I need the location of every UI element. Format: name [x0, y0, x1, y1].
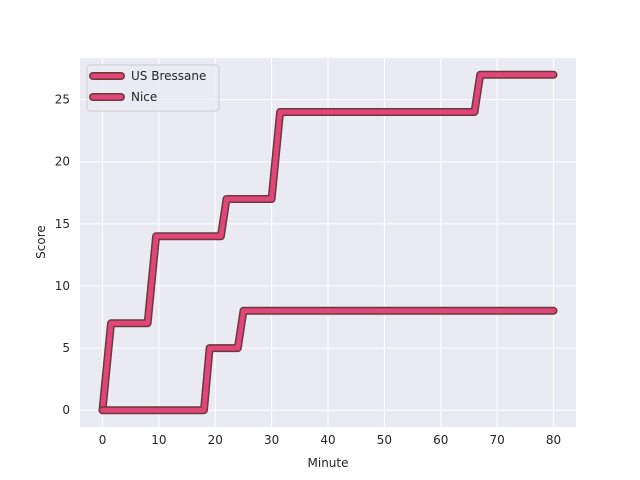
- x-tick-label: 80: [546, 433, 561, 447]
- x-axis-label: Minute: [308, 456, 349, 470]
- series-lines: [98, 70, 558, 415]
- legend-item-us-bressane: US Bressane: [89, 69, 206, 83]
- x-tick-label: 60: [433, 433, 448, 447]
- series-line-nice: [100, 308, 556, 413]
- legend-item-nice: Nice: [89, 90, 157, 104]
- legend-label-nice: Nice: [131, 90, 157, 104]
- y-tick-label: 25: [55, 93, 70, 107]
- series-line-us-bressane: [100, 72, 556, 413]
- legend: US Bressane Nice: [86, 64, 220, 112]
- tick-labels: 0 10 20 30 40 50 60 70 80 0 5 10 15 20 25: [55, 93, 561, 447]
- x-tick-label: 30: [264, 433, 279, 447]
- x-tick-label: 50: [377, 433, 392, 447]
- y-tick-label: 20: [55, 155, 70, 169]
- x-tick-label: 40: [320, 433, 335, 447]
- y-tick-label: 10: [55, 279, 70, 293]
- x-tick-label: 20: [208, 433, 223, 447]
- x-tick-label: 70: [489, 433, 504, 447]
- y-axis-label: Score: [34, 225, 48, 259]
- grid-lines: [80, 58, 576, 427]
- legend-label-us-bressane: US Bressane: [131, 69, 206, 83]
- x-tick-label: 10: [151, 433, 166, 447]
- y-tick-label: 15: [55, 217, 70, 231]
- x-tick-label: 0: [99, 433, 107, 447]
- y-tick-label: 0: [62, 403, 70, 417]
- y-tick-label: 5: [62, 341, 70, 355]
